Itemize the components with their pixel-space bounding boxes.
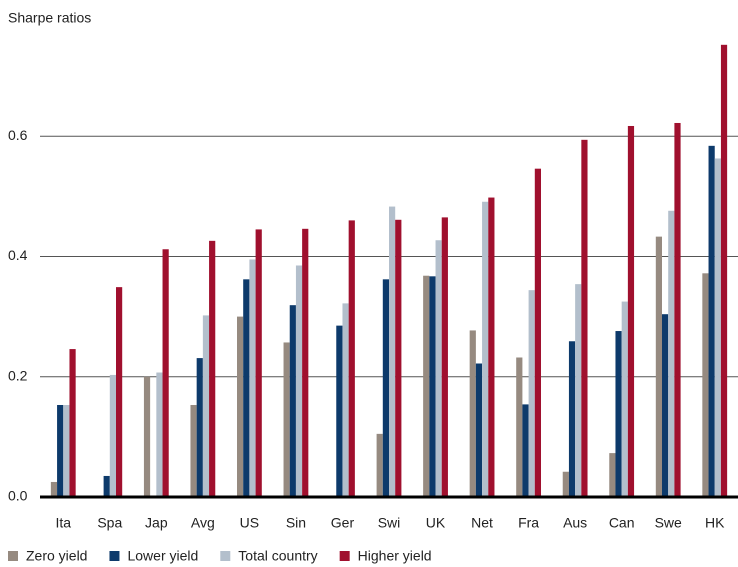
legend-swatch bbox=[339, 551, 350, 561]
bar bbox=[289, 305, 296, 497]
chart-title: Sharpe ratios bbox=[8, 10, 91, 26]
bar bbox=[389, 206, 396, 498]
bar bbox=[190, 404, 197, 497]
x-tick-label: Jap bbox=[145, 515, 168, 531]
legend-swatch bbox=[8, 551, 18, 561]
y-tick-label: 0.6 bbox=[8, 127, 28, 143]
legend-swatch bbox=[109, 551, 120, 561]
bar bbox=[516, 357, 523, 497]
y-tick-label: 0.4 bbox=[8, 247, 28, 263]
x-tick-label: Can bbox=[609, 515, 635, 531]
x-tick-label: Fra bbox=[518, 515, 539, 531]
x-tick-label: Net bbox=[471, 515, 493, 531]
bar bbox=[720, 44, 728, 498]
legend-label: Zero yield bbox=[26, 548, 87, 564]
bar bbox=[295, 265, 303, 497]
legend-label: Lower yield bbox=[127, 548, 198, 564]
bar bbox=[627, 125, 635, 497]
x-tick-label: US bbox=[240, 515, 259, 531]
bar bbox=[57, 404, 64, 497]
bar bbox=[674, 122, 681, 498]
bar bbox=[441, 217, 448, 497]
bar bbox=[202, 315, 210, 497]
bar bbox=[283, 342, 290, 497]
y-tick-label: 0.2 bbox=[8, 367, 28, 383]
legend-label: Higher yield bbox=[358, 548, 432, 564]
bar bbox=[609, 453, 616, 497]
legend-label: Total country bbox=[238, 548, 317, 564]
bar bbox=[469, 330, 476, 497]
bar bbox=[522, 404, 529, 497]
bar bbox=[662, 314, 669, 497]
bar bbox=[423, 275, 430, 497]
bar bbox=[156, 372, 163, 497]
bar bbox=[395, 219, 402, 497]
y-tick-label: 0.0 bbox=[8, 488, 28, 504]
x-tick-label: HK bbox=[705, 515, 725, 531]
bar bbox=[348, 220, 355, 498]
legend-swatch bbox=[220, 551, 231, 561]
x-tick-label: Spa bbox=[97, 515, 122, 531]
bar bbox=[69, 349, 76, 497]
bar bbox=[655, 236, 662, 498]
bar bbox=[528, 290, 535, 497]
x-tick-label: Ger bbox=[331, 515, 355, 531]
bar bbox=[575, 284, 582, 497]
bar bbox=[562, 471, 569, 497]
x-tick-label: Aus bbox=[563, 515, 587, 531]
bar bbox=[382, 279, 389, 497]
bar bbox=[435, 240, 442, 497]
bar bbox=[714, 158, 721, 497]
x-tick-label: Ita bbox=[55, 515, 71, 531]
bar bbox=[488, 197, 495, 497]
x-tick-label: Sin bbox=[286, 515, 306, 531]
x-tick-label: UK bbox=[426, 515, 446, 531]
bar bbox=[109, 374, 116, 497]
bar bbox=[475, 363, 483, 497]
bar bbox=[376, 433, 383, 497]
bar bbox=[429, 276, 436, 497]
bar bbox=[482, 201, 489, 497]
bar bbox=[50, 481, 58, 497]
bar bbox=[162, 249, 169, 497]
bar bbox=[116, 287, 123, 497]
bar bbox=[255, 229, 262, 497]
bar bbox=[702, 273, 709, 497]
bar bbox=[336, 325, 343, 497]
bar bbox=[143, 376, 151, 497]
bar bbox=[621, 301, 628, 497]
x-tick-label: Swe bbox=[655, 515, 682, 531]
bar bbox=[581, 139, 588, 497]
bar bbox=[196, 358, 203, 497]
bar bbox=[209, 240, 216, 497]
bar bbox=[708, 145, 715, 497]
bar bbox=[103, 475, 110, 497]
bar bbox=[568, 341, 576, 497]
x-tick-label: Avg bbox=[191, 515, 215, 531]
bar bbox=[63, 404, 70, 497]
x-tick-label: Swi bbox=[378, 515, 401, 531]
bar bbox=[302, 228, 309, 497]
bar bbox=[243, 279, 250, 497]
bar bbox=[534, 168, 541, 497]
bar bbox=[668, 210, 675, 497]
bar bbox=[237, 316, 244, 497]
bar bbox=[615, 331, 622, 497]
bar bbox=[342, 303, 349, 497]
bar bbox=[249, 259, 256, 497]
